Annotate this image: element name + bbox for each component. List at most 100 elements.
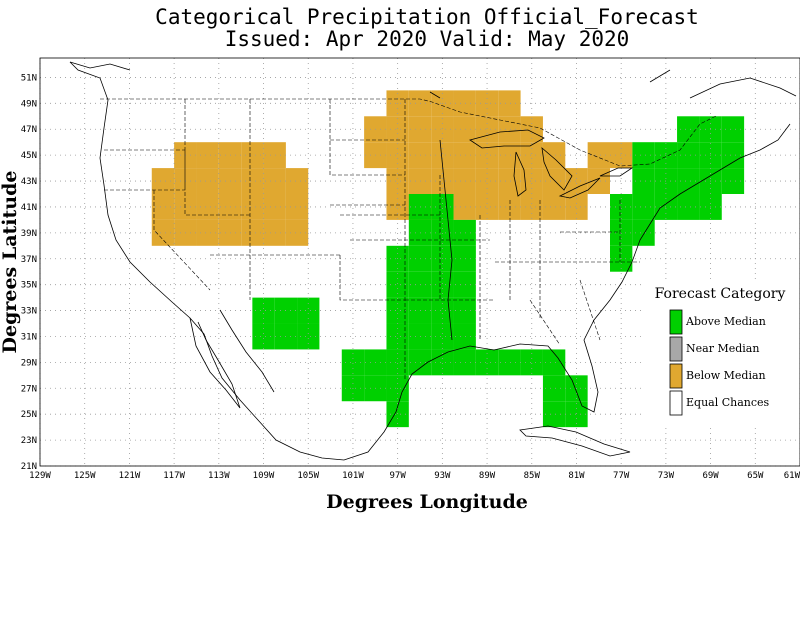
x-tick-label: 109W: [253, 471, 275, 481]
forecast-cell-below: [285, 219, 309, 246]
forecast-cell-below: [263, 142, 286, 169]
y-tick-label: 23N: [21, 436, 37, 446]
x-axis-ticks: 129W 125W 121W 117W 113W 109W 105W 101W 97W 93W 89…: [29, 471, 800, 481]
legend-swatch: [669, 336, 683, 362]
forecast-cell-above: [610, 194, 633, 220]
forecast-cell-above: [431, 297, 454, 324]
forecast-cell-above: [565, 401, 588, 428]
legend: Forecast Category Above Median Near Media…: [642, 280, 798, 426]
forecast-cell-below: [241, 168, 264, 194]
forecast-cells: [151, 90, 745, 428]
x-tick-label: 61W: [784, 471, 800, 481]
forecast-cell-above: [542, 375, 566, 402]
forecast-cell-above: [475, 349, 499, 376]
forecast-cell-below: [386, 194, 409, 220]
forecast-cell-below: [453, 168, 476, 194]
forecast-cell-below: [610, 142, 633, 169]
forecast-cell-below: [386, 168, 409, 194]
legend-background: [642, 280, 798, 426]
forecast-cell-below: [151, 219, 175, 246]
forecast-cell-above: [252, 297, 275, 324]
y-tick-label: 33N: [21, 307, 37, 317]
y-axis-label: Degrees Latitude: [0, 171, 21, 354]
forecast-cell-below: [263, 219, 286, 246]
x-tick-label: 81W: [568, 471, 585, 481]
legend-title: Forecast Category: [655, 286, 786, 302]
map-frame: [39, 57, 800, 467]
forecast-cell-below: [520, 116, 543, 143]
forecast-cell-above: [677, 142, 700, 169]
forecast-cell-above: [297, 297, 320, 324]
forecast-cell-above: [252, 323, 275, 350]
forecast-cell-above: [610, 219, 633, 246]
forecast-cell-below: [587, 142, 610, 169]
forecast-cell-above: [453, 245, 476, 272]
y-tick-label: 51N: [21, 73, 37, 83]
title-line-1: Categorical Precipitation Official_Forec…: [155, 5, 699, 29]
x-tick-label: 89W: [479, 471, 496, 481]
forecast-cell-below: [386, 142, 409, 169]
forecast-cell-below: [453, 194, 476, 220]
y-tick-label: 45N: [21, 151, 37, 161]
x-tick-label: 117W: [163, 471, 185, 481]
forecast-cell-below: [196, 219, 219, 246]
forecast-cell-below: [565, 194, 588, 220]
forecast-cell-below: [498, 168, 521, 194]
forecast-cell-above: [721, 142, 745, 169]
forecast-cell-below: [241, 194, 264, 220]
forecast-cell-above: [431, 194, 454, 220]
y-tick-label: 21N: [21, 462, 37, 472]
forecast-cell-below: [386, 116, 409, 143]
legend-label: Near Median: [686, 342, 759, 355]
x-tick-label: 77W: [613, 471, 630, 481]
x-tick-label: 125W: [74, 471, 96, 481]
forecast-cell-below: [475, 142, 499, 169]
x-tick-label: 65W: [747, 471, 764, 481]
x-tick-label: 121W: [119, 471, 141, 481]
forecast-cell-below: [475, 194, 499, 220]
y-tick-label: 29N: [21, 358, 37, 368]
forecast-cell-below: [520, 194, 543, 220]
title-line-2: Issued: Apr 2020 Valid: May 2020: [225, 27, 630, 51]
legend-label: Equal Chances: [686, 396, 770, 409]
forecast-cell-below: [285, 194, 309, 220]
y-tick-label: 41N: [21, 203, 37, 213]
y-tick-label: 47N: [21, 125, 37, 135]
map-area: [39, 57, 800, 467]
forecast-cell-below: [498, 90, 521, 117]
forecast-cell-below: [285, 168, 309, 194]
forecast-cell-below: [587, 168, 610, 194]
forecast-cell-above: [431, 323, 454, 350]
forecast-cell-above: [453, 297, 476, 324]
forecast-cell-below: [520, 142, 543, 169]
forecast-cell-above: [677, 168, 700, 194]
forecast-cell-below: [453, 142, 476, 169]
x-tick-label: 113W: [208, 471, 230, 481]
forecast-cell-above: [542, 401, 566, 428]
forecast-cell-above: [297, 323, 320, 350]
forecast-cell-above: [632, 194, 655, 220]
forecast-cell-above: [520, 349, 543, 376]
forecast-cell-below: [431, 142, 454, 169]
forecast-cell-below: [520, 168, 543, 194]
x-tick-label: 105W: [297, 471, 319, 481]
forecast-cell-below: [196, 168, 219, 194]
forecast-cell-above: [431, 349, 454, 376]
legend-items: Above Median Near Median Below Median Equal…: [669, 309, 770, 416]
x-tick-label: 93W: [434, 471, 451, 481]
forecast-cell-below: [542, 194, 566, 220]
forecast-cell-above: [386, 271, 409, 298]
forecast-cell-above: [542, 349, 566, 376]
forecast-cell-below: [196, 142, 219, 169]
forecast-cell-above: [453, 349, 476, 376]
y-tick-label: 37N: [21, 255, 37, 265]
forecast-cell-above: [453, 219, 476, 246]
forecast-cell-below: [475, 116, 499, 143]
forecast-cell-above: [453, 271, 476, 298]
y-tick-label: 27N: [21, 384, 37, 394]
x-tick-label: 73W: [658, 471, 675, 481]
forecast-cell-above: [386, 349, 409, 376]
x-tick-label: 101W: [342, 471, 364, 481]
x-tick-label: 69W: [702, 471, 719, 481]
